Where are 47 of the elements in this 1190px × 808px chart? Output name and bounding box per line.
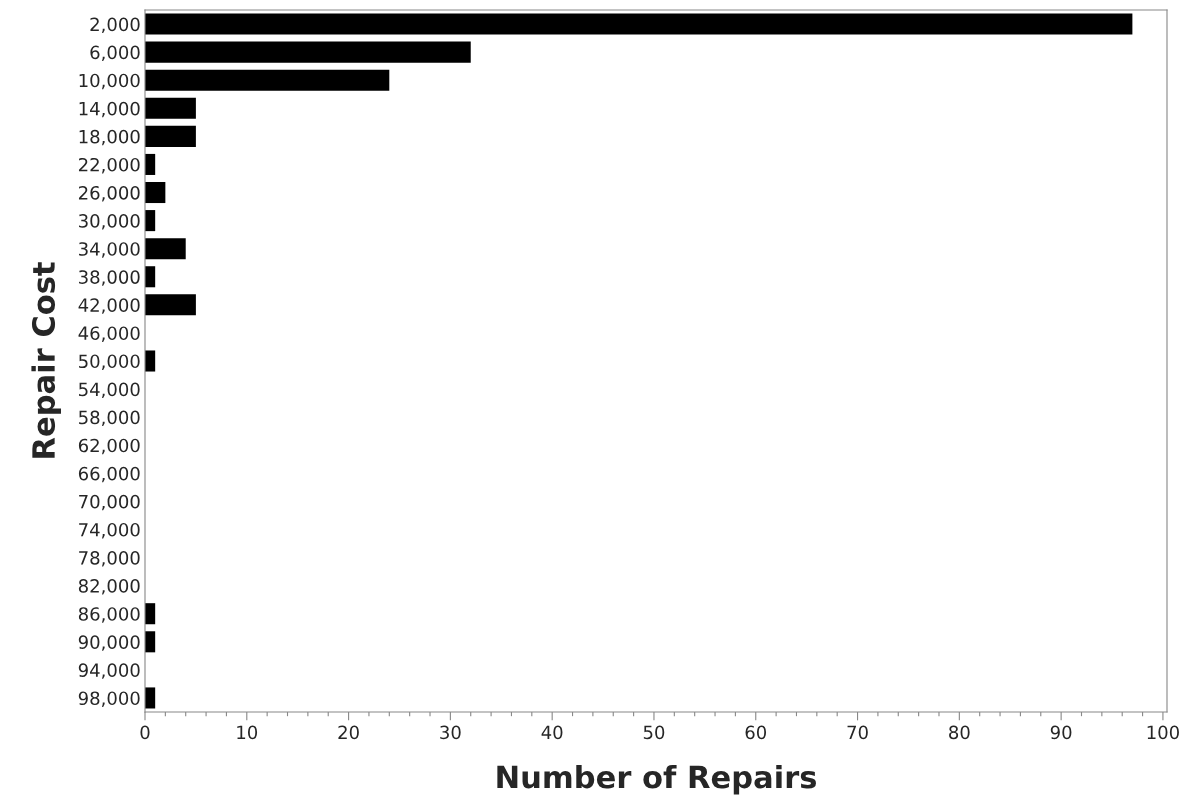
x-tick-label: 20 [338,725,359,740]
y-tick-label: 6,000 [90,45,140,62]
x-tick-label: 70 [847,725,868,740]
bar [145,125,196,147]
y-tick-label: 22,000 [78,157,140,174]
x-axis-title: Number of Repairs [497,764,816,795]
y-tick-label: 82,000 [78,579,140,595]
y-tick-label: 70,000 [79,494,140,511]
x-tick-label: 90 [1050,725,1072,740]
x-tick-label: 100 [1147,725,1179,740]
x-tick-label: 60 [745,725,767,740]
y-tick-label: 98,000 [78,691,140,707]
x-tick-label: 0 [140,725,150,740]
x-tick-label: 50 [643,725,665,740]
y-tick-label: 50,000 [79,354,140,370]
y-tick-label: 10,000 [79,73,140,90]
y-axis-title: Repair Cost [31,262,61,458]
y-tick-label: 30,000 [79,214,140,230]
x-tick-label: 30 [440,725,461,740]
y-tick-label: 94,000 [78,663,140,679]
y-tick-label: 54,000 [79,382,140,399]
y-tick-label: 14,000 [79,101,140,118]
y-tick-label: 2,000 [90,17,140,33]
y-tick-label: 34,000 [79,242,140,258]
x-tick-label: 10 [237,725,258,740]
bar [145,69,390,91]
x-tick-label: 80 [949,725,970,740]
bar [145,97,196,119]
y-tick-label: 26,000 [78,185,140,202]
y-tick-label: 42,000 [78,298,140,314]
y-tick-label: 58,000 [79,410,140,427]
y-tick-label: 66,000 [78,466,140,483]
y-tick-label: 18,000 [79,129,140,146]
y-tick-label: 74,000 [79,522,140,539]
x-tick-label: 40 [541,725,563,740]
bar [145,294,196,316]
y-tick-label: 38,000 [79,270,140,286]
y-tick-label: 46,000 [78,326,140,342]
y-tick-label: 90,000 [78,635,140,651]
bar [145,13,1133,35]
y-tick-label: 62,000 [78,438,140,455]
y-tick-label: 86,000 [78,607,140,623]
bar [145,350,156,372]
bar [145,181,166,204]
bar [145,41,471,63]
bar [145,238,186,260]
y-tick-label: 78,000 [79,551,140,567]
